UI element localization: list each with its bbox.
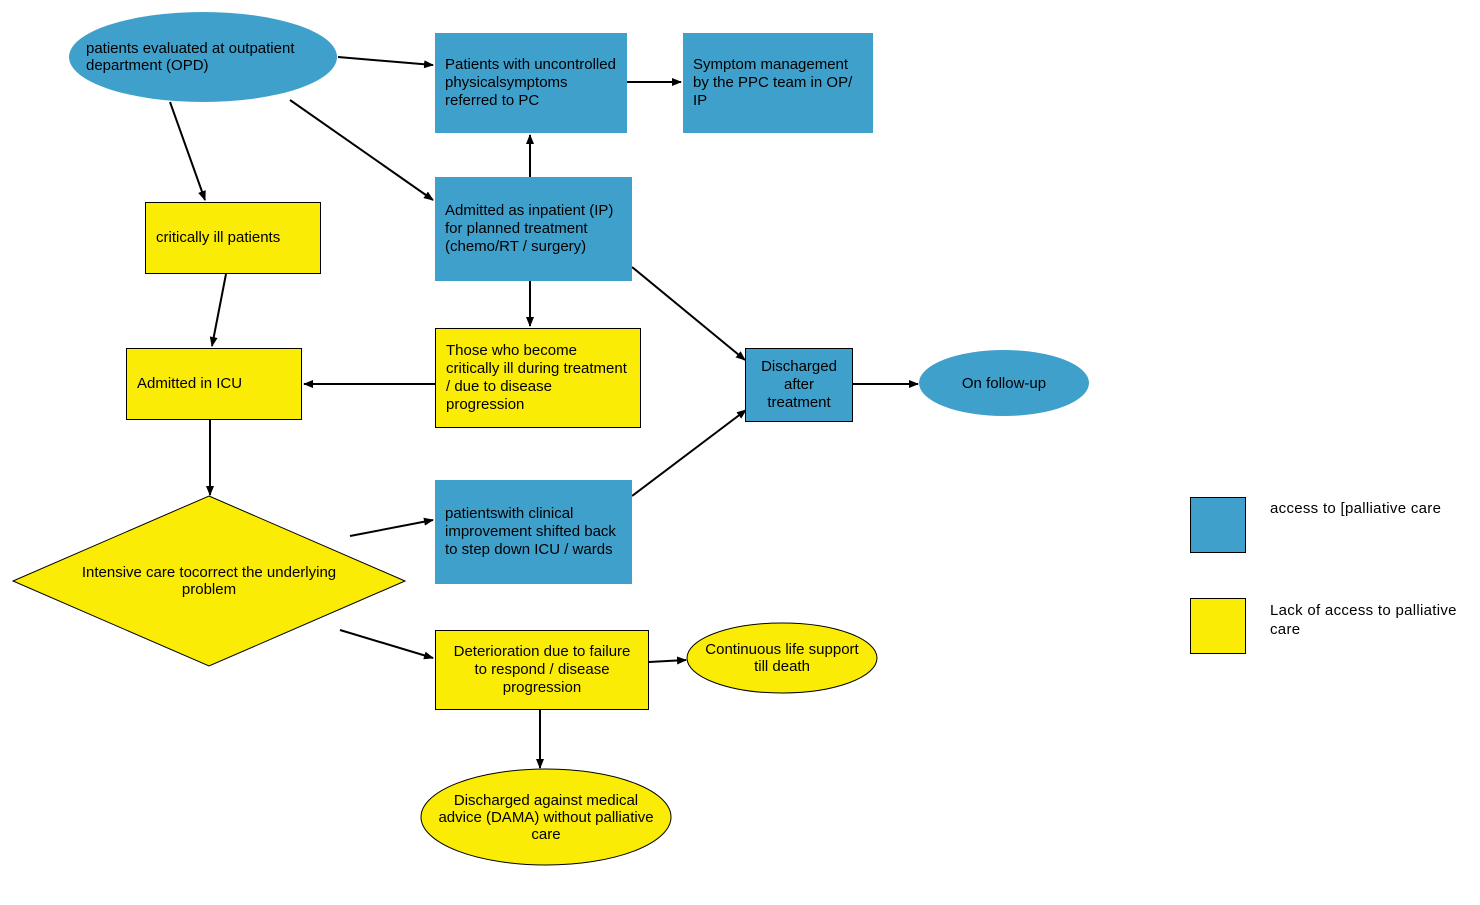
flowchart-canvas: patients evaluated at outpatient departm… (0, 0, 1480, 905)
node-admitip: Admitted as inpatient (IP) for planned t… (435, 177, 632, 281)
node-followup: On follow-up (918, 349, 1090, 417)
node-admiticu: Admitted in ICU (126, 348, 302, 420)
node-discharged: Discharged after treatment (745, 348, 853, 422)
legend-swatch-0 (1190, 497, 1246, 553)
node-uncontrolled: Patients with uncontrolled physicalsympt… (435, 33, 627, 133)
node-dama: Discharged against medical advice (DAMA)… (420, 768, 672, 866)
node-deteriorate: Deterioration due to failure to respond … (435, 630, 649, 710)
node-intensive: Intensive care tocorrect the underlying … (12, 495, 406, 667)
edge-improve-discharged (632, 410, 746, 496)
edge-deteriorate-lifesupport (649, 660, 686, 662)
node-lifesupport: Continuous life support till death (686, 622, 878, 694)
legend-swatch-1 (1190, 598, 1246, 654)
node-opd: patients evaluated at outpatient departm… (68, 11, 338, 103)
edge-opd-admitip (290, 100, 433, 200)
edge-critill-admiticu (212, 274, 226, 346)
legend-label-1: Lack of access to palliative care (1270, 602, 1460, 640)
edge-admitip-discharged (632, 267, 745, 360)
node-improve: patientswith clinical improvement shifte… (435, 480, 632, 584)
node-critill: critically ill patients (145, 202, 321, 274)
legend-label-0: access to [palliative care (1270, 500, 1460, 519)
edge-opd-critill (170, 102, 205, 200)
node-becomecrit: Those who become critically ill during t… (435, 328, 641, 428)
edges-layer (0, 0, 1480, 905)
node-symptom: Symptom management by the PPC team in OP… (683, 33, 873, 133)
edge-opd-uncontrolled (338, 57, 433, 65)
